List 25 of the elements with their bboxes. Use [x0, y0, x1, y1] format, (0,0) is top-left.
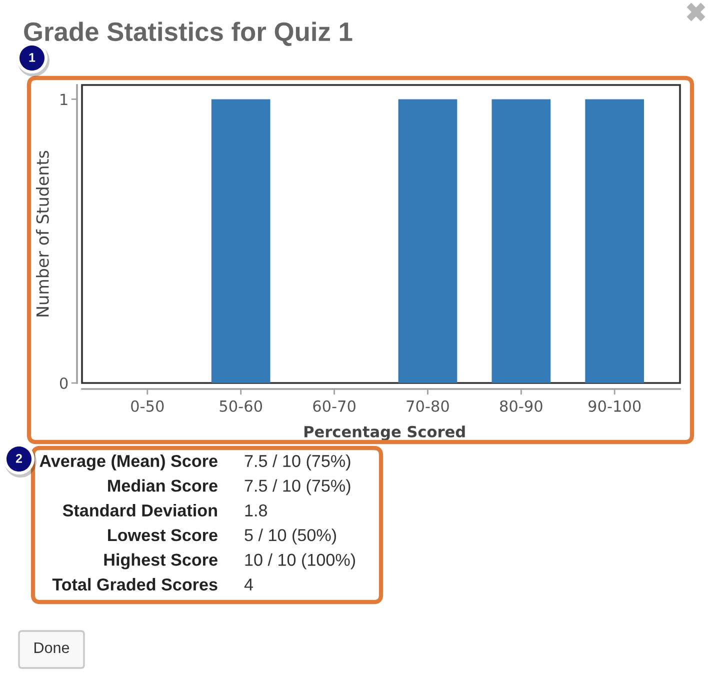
text: Average (Mean) Score	[40, 454, 218, 470]
text: Standard Deviation	[62, 504, 217, 516]
text: Median Score	[108, 479, 218, 492]
x-axis-title: Percentage Scored	[304, 426, 465, 441]
x-tick-label: 70-80	[406, 400, 449, 412]
text: 10 / 10 (100%)	[245, 553, 355, 570]
x-tick-label: 0-50	[131, 400, 164, 412]
text: Done	[34, 642, 70, 654]
x-tick-label: 80-90	[500, 400, 542, 412]
text: 1	[29, 53, 36, 62]
x-tick-label: 90-100	[588, 400, 641, 412]
text: 4	[244, 578, 253, 590]
y-axis-title: Number of Students	[36, 150, 49, 316]
text: 7.5 / 10 (75%)	[244, 454, 350, 470]
x-tick-label: 60-70	[313, 400, 356, 412]
text: 5 / 10 (50%)	[244, 528, 336, 545]
text: 1.8	[245, 504, 268, 516]
y-tick-label: 0	[60, 377, 68, 390]
text: 7.5 / 10 (75%)	[244, 479, 350, 496]
text: Lowest Score	[108, 529, 218, 542]
x-tick-label: 50-60	[220, 400, 262, 412]
chart-title: Grade Statistics for Quiz 1	[24, 22, 352, 46]
text: Highest Score	[104, 553, 218, 570]
text: Total Graded Scores	[52, 578, 218, 591]
text: 2	[16, 454, 22, 463]
